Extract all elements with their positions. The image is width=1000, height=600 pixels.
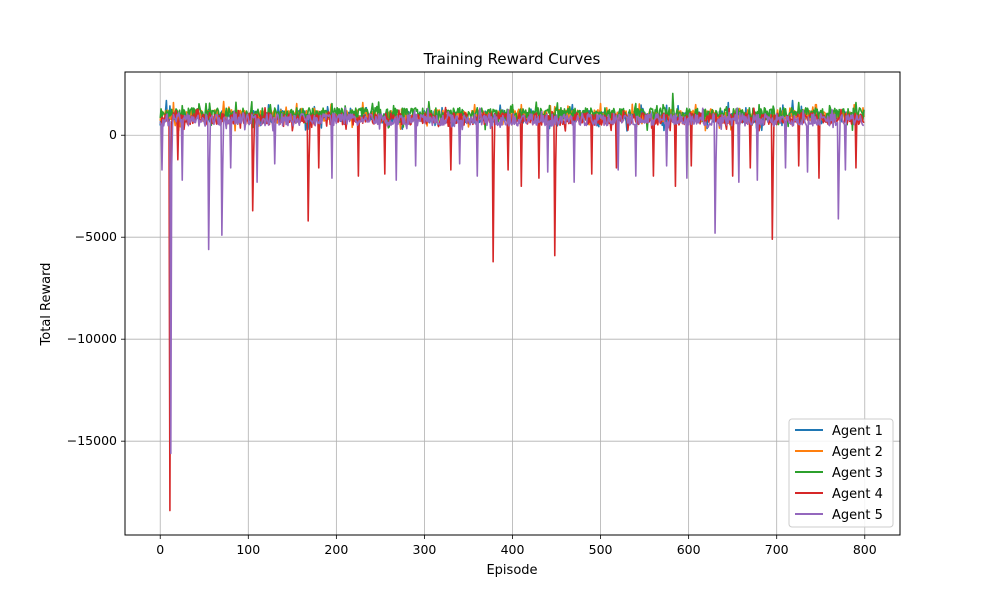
series-line-agent-5 — [159, 107, 864, 455]
x-tick-label: 500 — [589, 542, 613, 557]
x-axis-label: Episode — [486, 563, 537, 578]
y-tick-label: −10000 — [67, 331, 117, 346]
y-tick-label: −15000 — [67, 433, 117, 448]
x-tick-label: 400 — [501, 542, 525, 557]
x-tick-label: 300 — [413, 542, 437, 557]
x-tick-label: 200 — [324, 542, 348, 557]
legend-entry-label: Agent 3 — [832, 466, 883, 481]
x-tick-label: 700 — [765, 542, 789, 557]
y-axis-label: Total Reward — [39, 263, 54, 347]
legend-entry-label: Agent 5 — [832, 508, 883, 523]
grid-lines — [125, 72, 900, 535]
x-axis-ticks: 0 100 200 300 400 500 600 700 800 — [156, 535, 877, 557]
x-tick-label: 100 — [236, 542, 260, 557]
chart-title: Training Reward Curves — [423, 50, 601, 68]
legend: Agent 1 Agent 2 Agent 3 Agent 4 Agent 5 — [788, 418, 894, 528]
x-tick-label: 800 — [853, 542, 877, 557]
series-line-agent-4 — [159, 106, 865, 512]
y-tick-label: −5000 — [75, 229, 117, 244]
series-lines — [159, 92, 865, 512]
legend-entry-label: Agent 1 — [832, 424, 883, 439]
x-tick-label: 0 — [156, 542, 164, 557]
y-axis-ticks: −15000 −10000 −5000 0 — [67, 127, 125, 448]
y-tick-label: 0 — [109, 127, 117, 142]
legend-entry-label: Agent 4 — [832, 487, 883, 502]
legend-entry-label: Agent 2 — [832, 445, 883, 460]
legend-box — [788, 418, 894, 528]
x-tick-label: 600 — [677, 542, 701, 557]
